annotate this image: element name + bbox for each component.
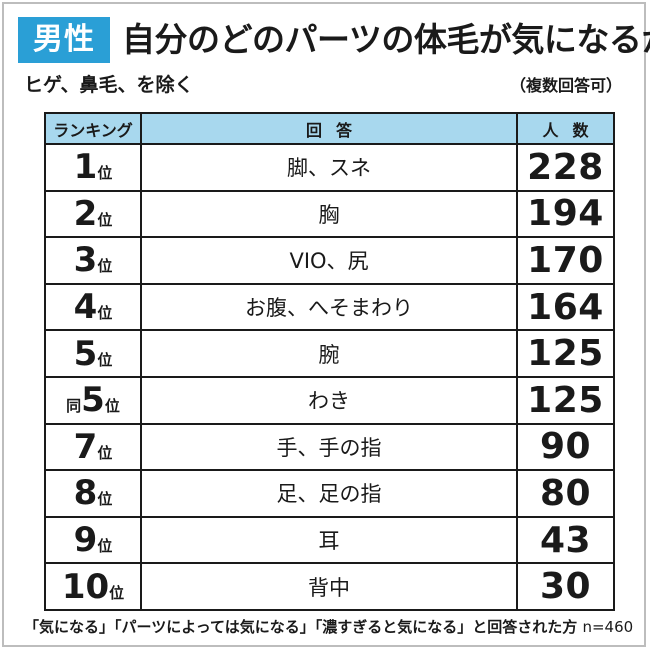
count-cell: 30 xyxy=(516,562,615,611)
table-row: 4位 お腹、へそまわり 164 xyxy=(44,282,615,332)
count-cell: 164 xyxy=(516,282,615,332)
rank-cell: 1位 xyxy=(44,143,142,192)
count-cell: 43 xyxy=(516,515,615,565)
table-header-row: ランキング 回答 人数 xyxy=(44,112,615,145)
rank-unit: 位 xyxy=(97,537,113,556)
header-answer: 回答 xyxy=(140,112,518,145)
subtitle: ヒゲ、鼻毛、を除く xyxy=(24,74,194,96)
footnote: 「気になる」「パーツによっては気になる」「濃すぎると気になる」と回答された方 n… xyxy=(24,616,633,637)
table-row: 8位 足、足の指 80 xyxy=(44,469,615,518)
rank-number: 10 xyxy=(61,566,110,607)
count-cell: 80 xyxy=(516,469,615,518)
rank-prefix: 同 xyxy=(66,397,82,416)
gender-badge: 男性 xyxy=(18,17,110,63)
table-row: 9位耳 43 xyxy=(44,515,615,565)
rank-cell: 同5位 xyxy=(44,375,142,425)
table-row: 2位胸 194 xyxy=(44,189,615,239)
rank-cell: 8位 xyxy=(44,469,142,518)
rank-unit: 位 xyxy=(97,210,113,229)
ranking-table: ランキング 回答 人数 1位 脚、スネ 228 2位胸 194 3位 VIO、尻 170 4位お… xyxy=(44,112,615,611)
answer-cell: 手、手の指 xyxy=(140,422,518,472)
count-cell: 90 xyxy=(516,422,615,472)
header-rank: ランキング xyxy=(44,112,142,145)
page-title: 自分のどのパーツの体毛が気になるか xyxy=(122,20,650,59)
rank-number: 7 xyxy=(73,426,98,467)
table-row: 3位 VIO、尻 170 xyxy=(44,236,615,285)
rank-unit: 位 xyxy=(97,304,113,323)
rank-number: 8 xyxy=(73,473,98,514)
table-row: 1位 脚、スネ 228 xyxy=(44,143,615,192)
sample-size: n=460 xyxy=(582,618,634,636)
count-cell: 125 xyxy=(516,375,615,425)
rank-cell: 3位 xyxy=(44,236,142,285)
count-cell: 228 xyxy=(516,143,615,192)
answer-cell: お腹、へそまわり xyxy=(140,282,518,332)
rank-cell: 7位 xyxy=(44,422,142,472)
footnote-text: 「気になる」「パーツによっては気になる」「濃すぎると気になる」と回答された方 xyxy=(24,618,578,636)
rank-number: 5 xyxy=(73,333,98,374)
answer-cell: 足、足の指 xyxy=(140,469,518,518)
count-cell: 194 xyxy=(516,189,615,239)
count-cell: 170 xyxy=(516,236,615,285)
table-row: 同5位 わき 125 xyxy=(44,375,615,425)
rank-cell: 2位 xyxy=(44,189,142,239)
rank-number: 4 xyxy=(73,287,98,328)
table-row: 10位 背中 30 xyxy=(44,562,615,611)
rank-unit: 位 xyxy=(109,583,125,602)
rank-number: 5 xyxy=(81,380,105,421)
multiple-answer-note: （複数回答可） xyxy=(509,76,622,95)
answer-cell: 背中 xyxy=(140,562,518,611)
rank-unit: 位 xyxy=(97,443,113,462)
rank-unit: 位 xyxy=(97,257,113,276)
rank-unit: 位 xyxy=(104,397,120,416)
header-count: 人数 xyxy=(516,112,615,145)
rank-cell: 5位 xyxy=(44,329,142,378)
answer-cell: 腕 xyxy=(140,329,518,378)
rank-unit: 位 xyxy=(97,350,113,369)
answer-cell: VIO、尻 xyxy=(140,236,518,285)
table-row: 7位 手、手の指 90 xyxy=(44,422,615,472)
rank-number: 2 xyxy=(73,193,98,234)
table-row: 5位腕 125 xyxy=(44,329,615,378)
answer-cell: 耳 xyxy=(140,515,518,565)
answer-cell: 胸 xyxy=(140,189,518,239)
rank-unit: 位 xyxy=(97,164,113,183)
rank-number: 1 xyxy=(73,147,98,188)
rank-cell: 10位 xyxy=(44,562,142,611)
rank-number: 3 xyxy=(73,240,98,281)
rank-number: 9 xyxy=(73,520,98,561)
rank-unit: 位 xyxy=(97,490,113,509)
rank-cell: 4位 xyxy=(44,282,142,332)
rank-cell: 9位 xyxy=(44,515,142,565)
answer-cell: 脚、スネ xyxy=(140,143,518,192)
count-cell: 125 xyxy=(516,329,615,378)
answer-cell: わき xyxy=(140,375,518,425)
